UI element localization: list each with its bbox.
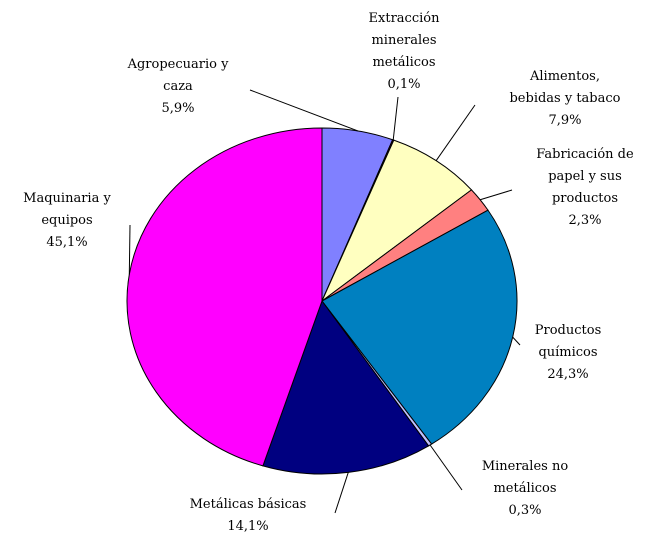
- pie-slice: [320, 139, 473, 303]
- value-label: 14,1%: [227, 519, 268, 534]
- leader-line: [392, 96, 399, 141]
- leader-line: [479, 189, 513, 201]
- pie-slice: [262, 299, 430, 475]
- leader-line: [429, 444, 463, 491]
- value-label: 2,3%: [568, 213, 601, 228]
- value-label: 0,3%: [508, 503, 541, 518]
- value-label: 7,9%: [548, 113, 581, 128]
- slice-label: Maquinaria y equipos: [23, 191, 111, 228]
- slice-label: Minerales no metálicos: [482, 459, 569, 496]
- slice-label: Alimentos, bebidas y tabaco: [509, 69, 620, 106]
- value-label: 0,1%: [387, 77, 420, 92]
- slice-label: Metálicas básicas: [190, 497, 307, 512]
- slice-label: Fabricación de papel y sus productos: [536, 147, 634, 206]
- value-label: 24,3%: [547, 367, 588, 382]
- leader-line: [512, 336, 521, 346]
- value-label: 45,1%: [46, 235, 87, 250]
- slice-label: Extracción minerales metálicos: [369, 11, 441, 70]
- leader-line: [249, 89, 359, 132]
- slice-label: Productos químicos: [535, 323, 602, 360]
- leader-line: [435, 104, 476, 162]
- value-label: 5,9%: [161, 101, 194, 116]
- leader-line: [128, 224, 131, 275]
- leader-line: [334, 472, 349, 514]
- slice-label: Agropecuario y caza: [127, 57, 230, 94]
